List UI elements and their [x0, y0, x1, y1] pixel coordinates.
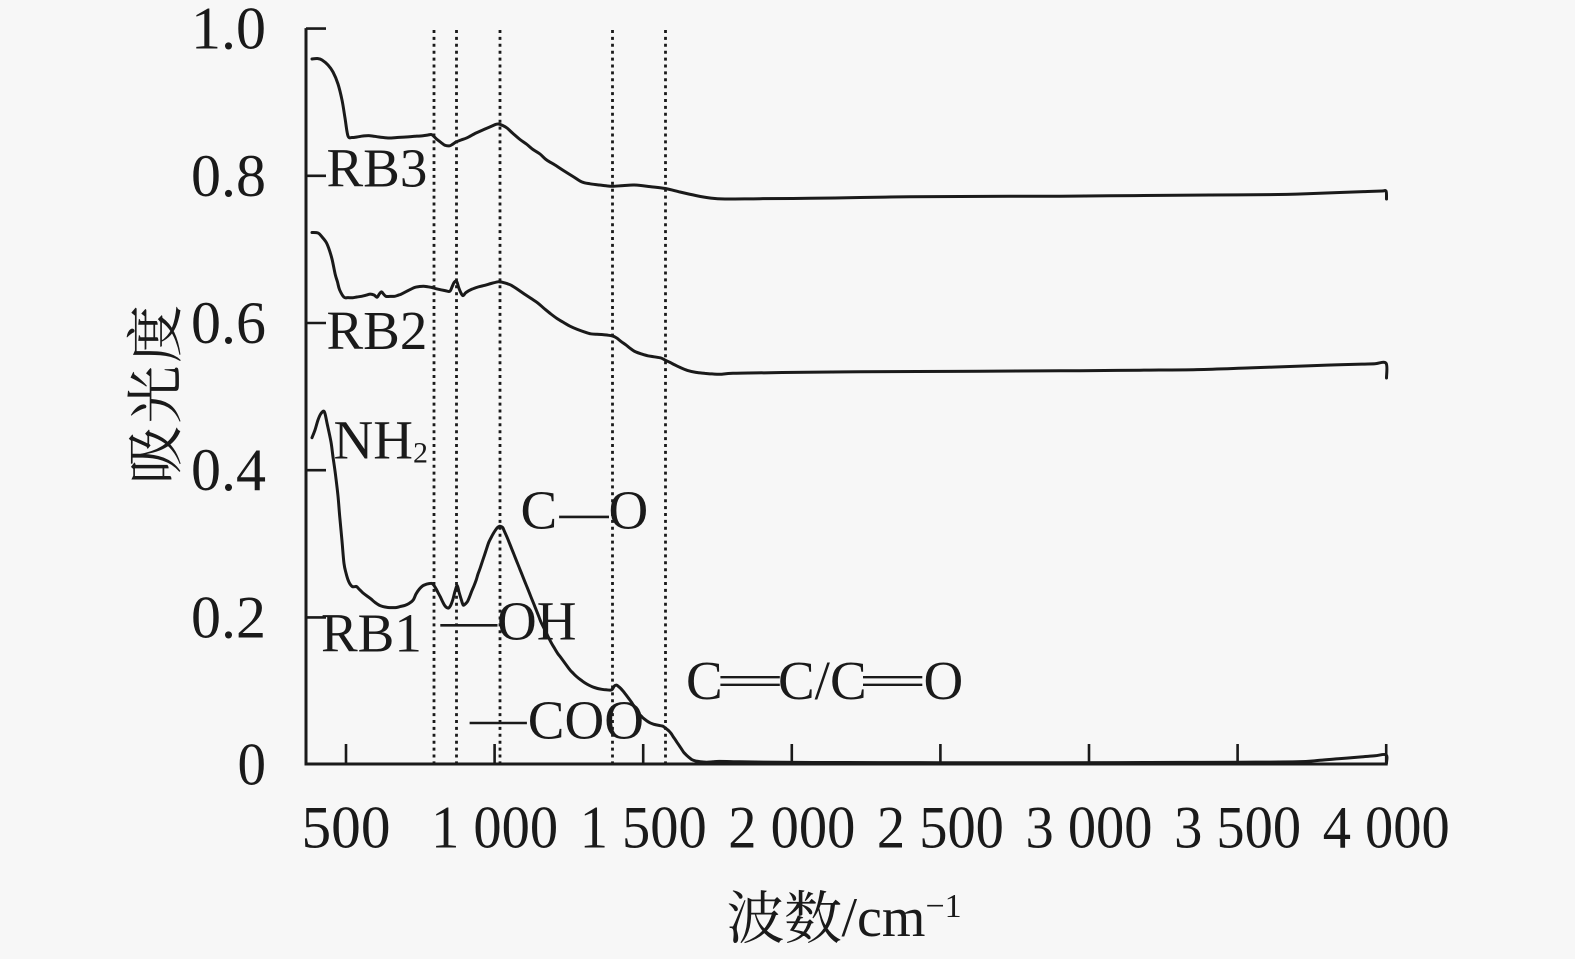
svg-text:/cm−1: /cm−1	[842, 887, 962, 949]
svg-text:2 500: 2 500	[877, 795, 1004, 861]
svg-text:1.0: 1.0	[191, 0, 266, 62]
svg-text:2 000: 2 000	[728, 795, 855, 861]
svg-text:C: C	[686, 650, 723, 711]
svg-text:0: 0	[238, 732, 267, 798]
svg-text:COO: COO	[528, 690, 644, 751]
svg-text:RB3: RB3	[327, 137, 428, 198]
svg-text:C/C: C/C	[778, 650, 867, 711]
svg-text:C: C	[521, 479, 558, 540]
svg-text:3 500: 3 500	[1174, 795, 1301, 861]
svg-text:NH2: NH2	[334, 410, 428, 471]
svg-text:0.8: 0.8	[191, 143, 266, 209]
svg-text:0.2: 0.2	[191, 584, 266, 650]
svg-text:RB2: RB2	[327, 300, 428, 361]
svg-text:0.4: 0.4	[191, 437, 266, 503]
svg-text:1 500: 1 500	[580, 795, 707, 861]
svg-text:0.6: 0.6	[191, 290, 266, 356]
svg-text:O: O	[609, 479, 649, 540]
svg-text:4 000: 4 000	[1323, 795, 1450, 861]
svg-text:RB1: RB1	[321, 603, 422, 664]
svg-text:OH: OH	[497, 591, 576, 652]
svg-text:500: 500	[302, 795, 391, 861]
svg-text:3 000: 3 000	[1026, 795, 1153, 861]
svg-text:1 000: 1 000	[431, 795, 558, 861]
svg-text:O: O	[924, 650, 964, 711]
